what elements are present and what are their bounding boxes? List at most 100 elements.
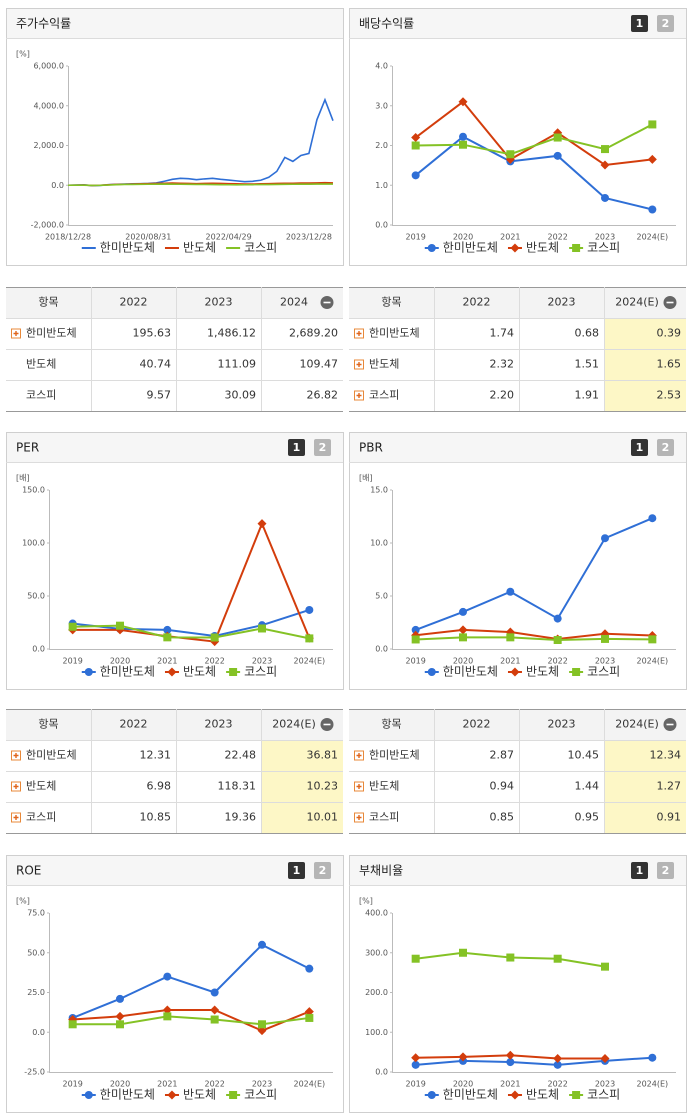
page-button[interactable] [657,862,674,879]
marker [84,1091,93,1099]
page-button[interactable] [631,439,648,456]
x-tick-label: 2021 [500,233,520,242]
marker [572,1091,581,1099]
table-header-bg [6,287,343,318]
legend: 한미반도체 반도체 코스피 [424,1088,620,1102]
page-button-label[interactable]: 1 [293,864,301,877]
marker [506,633,515,642]
x-tick-label: 2023 [252,657,272,666]
table-header: 2023 [548,718,576,731]
page-button-label[interactable]: 1 [636,441,644,454]
y-tick-label: 15.0 [370,486,388,495]
row-name: 한미반도체 [26,327,77,340]
marker [68,1020,77,1029]
series-line [72,1008,310,1032]
marker [167,1090,177,1100]
page-button-label[interactable]: 2 [662,441,670,454]
row-name: 반도체 [369,358,399,371]
page-button-label[interactable]: 2 [319,864,327,877]
marker [257,1026,267,1036]
series-line [72,520,311,643]
panel-title: 부채비율 [359,864,403,878]
marker [648,635,657,644]
page-button-label[interactable]: 1 [636,17,644,30]
y-tick-label: 150.0 [22,486,45,495]
y-tick-label: 10.0 [370,539,388,548]
x-tick-label: 2021 [157,657,177,666]
y-tick-label: 0.0 [375,1068,388,1077]
x-tick-label: 2020/08/31 [125,233,171,242]
x-tick-label: 2019 [405,233,425,242]
table-cell: 12.34 [650,749,682,762]
page-button[interactable] [314,862,331,879]
table-cell: 2.20 [490,389,515,402]
table-cell: 1.74 [490,327,515,340]
table-header: 2022 [463,718,491,731]
table-cell: 22.48 [225,749,257,762]
row-name: 한미반도체 [369,327,420,340]
x-tick-label: 2024(E) [294,657,326,666]
marker [167,667,177,677]
legend-label: 한미반도체 [443,241,498,255]
marker [163,972,172,981]
table-header: 2024(E) [615,718,659,731]
page-button[interactable] [657,15,674,32]
page-button[interactable] [288,439,305,456]
marker [458,1052,468,1062]
series-line [415,135,653,211]
marker [411,954,420,963]
legend-label: 한미반도체 [443,1088,498,1102]
marker [163,625,172,634]
page-button[interactable] [657,439,674,456]
x-tick-label: 2019 [62,657,82,666]
page-button-label[interactable]: 2 [662,17,670,30]
page-button-label[interactable]: 1 [636,864,644,877]
page-button-label[interactable]: 2 [319,441,327,454]
table-header: 항목 [381,718,401,731]
page-button-label[interactable]: 2 [662,864,670,877]
expand-icon-plus [356,753,362,758]
y-tick-label: 25.0 [27,988,45,997]
page-button[interactable] [314,439,331,456]
marker [427,244,436,252]
y-tick-label: 300.0 [365,948,388,957]
expand-icon-plus [356,362,362,367]
marker [427,1091,436,1099]
table-cell: 10.23 [307,780,339,793]
marker [411,141,420,150]
x-tick-label: 2019 [405,1080,425,1089]
marker [506,587,515,596]
table-cell: 40.74 [140,358,172,371]
table-header: 2022 [120,718,148,731]
page-button-label[interactable]: 1 [293,441,301,454]
expand-icon-plus [356,784,362,789]
marker [411,625,420,634]
marker [258,624,266,633]
table-cell: 1.51 [575,358,600,371]
table-cell: 30.09 [225,389,257,402]
y-tick-label: 100.0 [22,539,45,548]
x-tick-label: 2019 [405,657,425,666]
expand-icon-plus [356,815,362,820]
row-name: 반도체 [369,780,399,793]
page-button[interactable] [288,862,305,879]
legend-label: 반도체 [183,665,216,679]
series-line [72,624,310,640]
marker [510,1090,520,1100]
table-header: 2024(E) [615,296,659,309]
panel-title: 주가수익률 [16,17,71,31]
marker [572,668,581,676]
marker [601,145,609,154]
series-line [415,628,653,641]
marker [648,205,657,214]
marker [116,621,124,630]
page-button[interactable] [631,862,648,879]
page-button[interactable] [631,15,648,32]
panel [349,432,687,690]
table-header: 항목 [38,296,58,309]
x-tick-label: 2024(E) [294,1080,326,1089]
x-tick-label: 2023 [595,233,615,242]
series-line [72,1015,310,1026]
y-tick-label: 50.0 [27,592,45,601]
table-header-bg [6,709,343,740]
